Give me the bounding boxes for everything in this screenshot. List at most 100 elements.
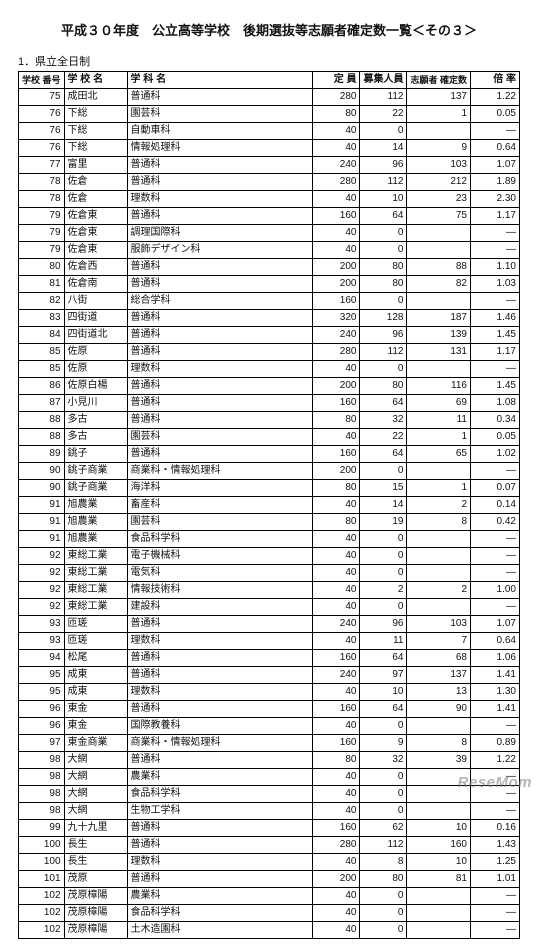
cell-capacity: 160 — [313, 395, 360, 412]
cell-school-name: 成田北 — [64, 89, 127, 106]
cell-applicants: 212 — [407, 174, 471, 191]
cell-recruit: 96 — [360, 327, 407, 344]
table-row: 90銚子商業海洋科801510.07 — [19, 480, 520, 497]
cell-applicants: 9 — [407, 140, 471, 157]
cell-school-id: 101 — [19, 871, 65, 888]
cell-rate: 0.14 — [471, 497, 520, 514]
cell-dept-name: 普通科 — [127, 327, 313, 344]
cell-school-name: 佐原 — [64, 361, 127, 378]
cell-capacity: 80 — [313, 412, 360, 429]
cell-applicants: 160 — [407, 837, 471, 854]
cell-school-id: 102 — [19, 905, 65, 922]
cell-recruit: 96 — [360, 616, 407, 633]
cell-capacity: 40 — [313, 497, 360, 514]
watermark: ReseMom — [458, 774, 532, 791]
cell-recruit: 14 — [360, 140, 407, 157]
cell-school-name: 茂原樟陽 — [64, 905, 127, 922]
table-row: 98大網農業科400— — [19, 769, 520, 786]
cell-capacity: 280 — [313, 837, 360, 854]
cell-dept-name: 農業科 — [127, 769, 313, 786]
cell-applicants — [407, 599, 471, 616]
cell-school-id: 92 — [19, 565, 65, 582]
table-row: 92東総工業電子機械科400— — [19, 548, 520, 565]
cell-capacity: 40 — [313, 429, 360, 446]
cell-school-id: 76 — [19, 140, 65, 157]
cell-recruit: 0 — [360, 599, 407, 616]
cell-applicants: 39 — [407, 752, 471, 769]
cell-school-name: 下総 — [64, 106, 127, 123]
cell-applicants — [407, 565, 471, 582]
cell-rate: — — [471, 225, 520, 242]
cell-dept-name: 普通科 — [127, 395, 313, 412]
cell-school-id: 79 — [19, 225, 65, 242]
cell-dept-name: 普通科 — [127, 259, 313, 276]
cell-school-id: 92 — [19, 582, 65, 599]
cell-school-id: 85 — [19, 344, 65, 361]
cell-dept-name: 普通科 — [127, 446, 313, 463]
cell-school-name: 佐倉 — [64, 174, 127, 191]
cell-school-name: 四街道 — [64, 310, 127, 327]
th-capacity: 定 員 — [313, 72, 360, 89]
cell-applicants — [407, 463, 471, 480]
table-row: 102茂原樟陽食品科学科400— — [19, 905, 520, 922]
cell-school-id: 93 — [19, 616, 65, 633]
cell-rate: 1.03 — [471, 276, 520, 293]
cell-applicants: 90 — [407, 701, 471, 718]
table-row: 92東総工業建設科400— — [19, 599, 520, 616]
table-row: 87小見川普通科16064691.08 — [19, 395, 520, 412]
cell-recruit: 112 — [360, 837, 407, 854]
cell-recruit: 0 — [360, 888, 407, 905]
cell-recruit: 64 — [360, 701, 407, 718]
cell-school-id: 98 — [19, 803, 65, 820]
cell-rate: — — [471, 888, 520, 905]
table-row: 95成東理数科4010131.30 — [19, 684, 520, 701]
cell-school-name: 銚子商業 — [64, 480, 127, 497]
cell-school-id: 86 — [19, 378, 65, 395]
table-row: 96東金国際教養科400— — [19, 718, 520, 735]
cell-capacity: 40 — [313, 718, 360, 735]
cell-recruit: 112 — [360, 174, 407, 191]
cell-school-id: 76 — [19, 106, 65, 123]
cell-capacity: 40 — [313, 888, 360, 905]
cell-school-name: 旭農業 — [64, 531, 127, 548]
cell-recruit: 0 — [360, 718, 407, 735]
th-rate: 倍 率 — [471, 72, 520, 89]
cell-capacity: 240 — [313, 616, 360, 633]
table-row: 85佐原理数科400— — [19, 361, 520, 378]
table-row: 88多古園芸科402210.05 — [19, 429, 520, 446]
cell-school-id: 100 — [19, 837, 65, 854]
cell-capacity: 40 — [313, 191, 360, 208]
cell-capacity: 40 — [313, 361, 360, 378]
cell-rate: — — [471, 531, 520, 548]
cell-dept-name: 電気科 — [127, 565, 313, 582]
cell-capacity: 40 — [313, 531, 360, 548]
cell-capacity: 200 — [313, 259, 360, 276]
cell-school-name: 東総工業 — [64, 548, 127, 565]
th-recruit: 募集人員 — [360, 72, 407, 89]
cell-school-name: 成東 — [64, 667, 127, 684]
cell-capacity: 160 — [313, 701, 360, 718]
cell-rate: 2.30 — [471, 191, 520, 208]
cell-applicants — [407, 531, 471, 548]
cell-recruit: 2 — [360, 582, 407, 599]
cell-recruit: 64 — [360, 446, 407, 463]
cell-rate: 1.06 — [471, 650, 520, 667]
cell-applicants: 69 — [407, 395, 471, 412]
cell-recruit: 0 — [360, 786, 407, 803]
cell-school-name: 長生 — [64, 854, 127, 871]
cell-applicants — [407, 242, 471, 259]
cell-recruit: 8 — [360, 854, 407, 871]
cell-applicants: 2 — [407, 497, 471, 514]
cell-recruit: 22 — [360, 106, 407, 123]
cell-school-id: 102 — [19, 888, 65, 905]
cell-school-name: 佐倉東 — [64, 208, 127, 225]
cell-rate: 1.17 — [471, 344, 520, 361]
cell-school-id: 88 — [19, 412, 65, 429]
cell-rate: — — [471, 718, 520, 735]
cell-recruit: 0 — [360, 769, 407, 786]
cell-school-id: 78 — [19, 191, 65, 208]
cell-rate: 1.41 — [471, 667, 520, 684]
cell-school-name: 大網 — [64, 769, 127, 786]
cell-recruit: 0 — [360, 225, 407, 242]
cell-applicants: 103 — [407, 616, 471, 633]
